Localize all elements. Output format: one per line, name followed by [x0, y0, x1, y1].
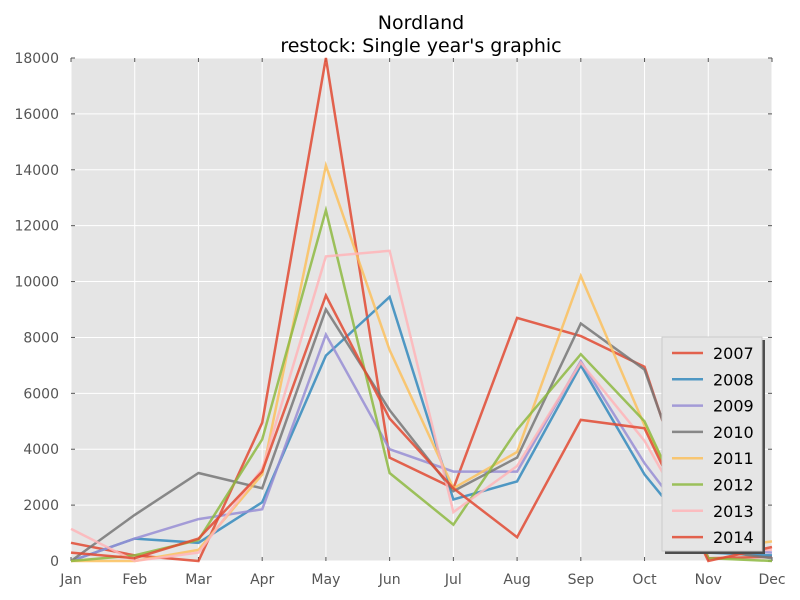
series-line-2014	[70, 292, 773, 563]
x-tick-label: Aug	[503, 572, 530, 588]
legend-label: 2011	[713, 449, 754, 468]
y-tick-label: 2000	[23, 498, 59, 514]
chart-subtitle: restock: Single year's graphic	[280, 35, 561, 57]
legend-label: 2013	[713, 502, 754, 521]
series-line-2009	[70, 331, 773, 563]
y-tick-label: 0	[50, 554, 59, 570]
legend-label: 2010	[713, 423, 754, 442]
axes: 0 2000 4000 6000 8000 10000 12000 14000 16000 180…	[14, 51, 785, 588]
chart-title: Nordland	[378, 12, 464, 34]
series-line-2013	[70, 249, 773, 563]
x-tick-label: Dec	[758, 572, 785, 588]
series-lines	[70, 57, 773, 563]
x-tick-label: Sep	[568, 572, 595, 588]
y-tick-label: 8000	[23, 330, 59, 346]
legend: 2007 2008 2009 2010 2011 2012 2013 2014	[661, 336, 765, 554]
legend-label: 2009	[713, 397, 754, 416]
legend-label: 2014	[713, 528, 754, 547]
x-tick-label: Feb	[122, 572, 147, 588]
series-line-2010	[70, 306, 773, 563]
x-tick-label: Jul	[444, 572, 462, 588]
y-tick-label: 16000	[14, 107, 59, 123]
x-tick-label: Apr	[250, 572, 274, 588]
y-tick-label: 12000	[14, 219, 59, 235]
y-tick-label: 6000	[23, 386, 59, 402]
y-tick-label: 4000	[23, 442, 59, 458]
y-tick-label: 14000	[14, 163, 59, 179]
legend-box	[661, 336, 763, 552]
legend-label: 2007	[713, 344, 754, 363]
x-tick-label: May	[311, 572, 340, 588]
x-tick-label: Jun	[378, 572, 401, 588]
x-tick-label: Nov	[695, 572, 722, 588]
x-tick-label: Mar	[185, 572, 212, 588]
y-tick-label: 18000	[14, 51, 59, 67]
x-tick-label: Oct	[632, 572, 657, 588]
legend-label: 2012	[713, 476, 754, 495]
legend-label: 2008	[713, 370, 754, 389]
x-tick-label: Jan	[59, 572, 82, 588]
y-tick-label: 10000	[14, 275, 59, 291]
